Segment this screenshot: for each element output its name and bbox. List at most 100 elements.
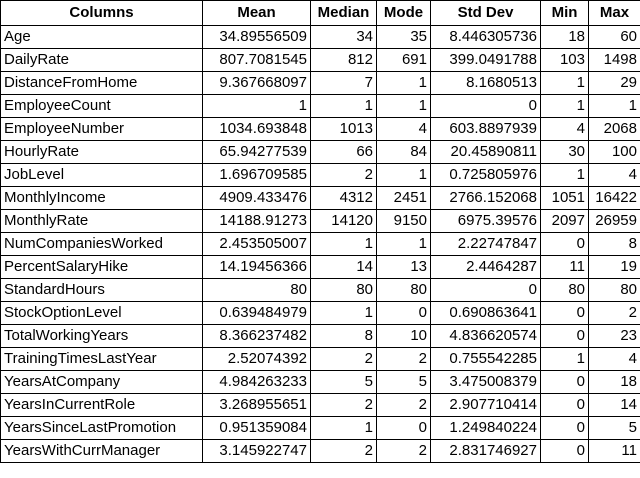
cell-column-name[interactable]: DistanceFromHome [0, 71, 203, 95]
cell-mean[interactable]: 80 [202, 278, 311, 302]
cell-min[interactable]: 0 [540, 416, 589, 440]
cell-min[interactable]: 4 [540, 117, 589, 141]
cell-min[interactable]: 1 [540, 163, 589, 187]
cell-column-name[interactable]: YearsAtCompany [0, 370, 203, 394]
cell-mode[interactable]: 84 [376, 140, 431, 164]
cell-mean[interactable]: 0.951359084 [202, 416, 311, 440]
cell-mean[interactable]: 9.367668097 [202, 71, 311, 95]
cell-max[interactable]: 4 [588, 347, 640, 371]
cell-column-name[interactable]: YearsInCurrentRole [0, 393, 203, 417]
cell-mean[interactable]: 34.89556509 [202, 25, 311, 49]
cell-mode[interactable]: 0 [376, 416, 431, 440]
cell-min[interactable]: 0 [540, 324, 589, 348]
cell-min[interactable]: 0 [540, 370, 589, 394]
cell-median[interactable]: 66 [310, 140, 377, 164]
cell-mean[interactable]: 2.453505007 [202, 232, 311, 256]
cell-median[interactable]: 812 [310, 48, 377, 72]
cell-median[interactable]: 2 [310, 163, 377, 187]
cell-median[interactable]: 5 [310, 370, 377, 394]
cell-column-name[interactable]: NumCompaniesWorked [0, 232, 203, 256]
cell-std-dev[interactable]: 0.690863641 [430, 301, 541, 325]
cell-std-dev[interactable]: 3.475008379 [430, 370, 541, 394]
cell-column-name[interactable]: PercentSalaryHike [0, 255, 203, 279]
cell-min[interactable]: 80 [540, 278, 589, 302]
cell-column-name[interactable]: YearsWithCurrManager [0, 439, 203, 463]
cell-column-name[interactable]: EmployeeNumber [0, 117, 203, 141]
cell-median[interactable]: 80 [310, 278, 377, 302]
cell-column-name[interactable]: JobLevel [0, 163, 203, 187]
cell-min[interactable]: 2097 [540, 209, 589, 233]
cell-mean[interactable]: 4.984263233 [202, 370, 311, 394]
cell-min[interactable]: 18 [540, 25, 589, 49]
cell-median[interactable]: 7 [310, 71, 377, 95]
cell-mode[interactable]: 1 [376, 163, 431, 187]
cell-max[interactable]: 19 [588, 255, 640, 279]
cell-column-name[interactable]: StockOptionLevel [0, 301, 203, 325]
cell-max[interactable]: 29 [588, 71, 640, 95]
cell-std-dev[interactable]: 8.1680513 [430, 71, 541, 95]
cell-max[interactable]: 60 [588, 25, 640, 49]
cell-min[interactable]: 0 [540, 301, 589, 325]
cell-median[interactable]: 14 [310, 255, 377, 279]
cell-mean[interactable]: 8.366237482 [202, 324, 311, 348]
cell-min[interactable]: 1051 [540, 186, 589, 210]
cell-mode[interactable]: 9150 [376, 209, 431, 233]
cell-max[interactable]: 80 [588, 278, 640, 302]
cell-std-dev[interactable]: 399.0491788 [430, 48, 541, 72]
cell-mean[interactable]: 2.52074392 [202, 347, 311, 371]
cell-median[interactable]: 1 [310, 416, 377, 440]
cell-median[interactable]: 2 [310, 347, 377, 371]
cell-mean[interactable]: 3.268955651 [202, 393, 311, 417]
cell-min[interactable]: 103 [540, 48, 589, 72]
cell-mode[interactable]: 2451 [376, 186, 431, 210]
cell-max[interactable]: 1498 [588, 48, 640, 72]
cell-column-name[interactable]: MonthlyIncome [0, 186, 203, 210]
cell-mean[interactable]: 807.7081545 [202, 48, 311, 72]
cell-median[interactable]: 14120 [310, 209, 377, 233]
cell-std-dev[interactable]: 1.249840224 [430, 416, 541, 440]
cell-std-dev[interactable]: 2.22747847 [430, 232, 541, 256]
cell-mean[interactable]: 0.639484979 [202, 301, 311, 325]
cell-std-dev[interactable]: 4.836620574 [430, 324, 541, 348]
cell-mean[interactable]: 14188.91273 [202, 209, 311, 233]
cell-max[interactable]: 100 [588, 140, 640, 164]
cell-median[interactable]: 2 [310, 439, 377, 463]
cell-mode[interactable]: 10 [376, 324, 431, 348]
cell-column-name[interactable]: Age [0, 25, 203, 49]
cell-min[interactable]: 1 [540, 94, 589, 118]
cell-mean[interactable]: 1.696709585 [202, 163, 311, 187]
cell-max[interactable]: 4 [588, 163, 640, 187]
cell-column-name[interactable]: DailyRate [0, 48, 203, 72]
cell-mode[interactable]: 2 [376, 347, 431, 371]
cell-mode[interactable]: 4 [376, 117, 431, 141]
cell-std-dev[interactable]: 0.725805976 [430, 163, 541, 187]
cell-median[interactable]: 1 [310, 301, 377, 325]
cell-max[interactable]: 2068 [588, 117, 640, 141]
cell-median[interactable]: 1013 [310, 117, 377, 141]
cell-median[interactable]: 2 [310, 393, 377, 417]
cell-median[interactable]: 1 [310, 94, 377, 118]
cell-column-name[interactable]: TotalWorkingYears [0, 324, 203, 348]
cell-min[interactable]: 1 [540, 71, 589, 95]
cell-mean[interactable]: 4909.433476 [202, 186, 311, 210]
cell-median[interactable]: 8 [310, 324, 377, 348]
cell-std-dev[interactable]: 0 [430, 278, 541, 302]
cell-mean[interactable]: 1034.693848 [202, 117, 311, 141]
cell-mode[interactable]: 1 [376, 94, 431, 118]
cell-max[interactable]: 23 [588, 324, 640, 348]
cell-max[interactable]: 26959 [588, 209, 640, 233]
cell-median[interactable]: 1 [310, 232, 377, 256]
cell-median[interactable]: 4312 [310, 186, 377, 210]
cell-mean[interactable]: 3.145922747 [202, 439, 311, 463]
cell-std-dev[interactable]: 6975.39576 [430, 209, 541, 233]
cell-mode[interactable]: 691 [376, 48, 431, 72]
cell-max[interactable]: 18 [588, 370, 640, 394]
cell-min[interactable]: 0 [540, 439, 589, 463]
cell-std-dev[interactable]: 20.45890811 [430, 140, 541, 164]
cell-column-name[interactable]: HourlyRate [0, 140, 203, 164]
cell-max[interactable]: 8 [588, 232, 640, 256]
cell-mean[interactable]: 65.94277539 [202, 140, 311, 164]
cell-mode[interactable]: 1 [376, 232, 431, 256]
cell-std-dev[interactable]: 2766.152068 [430, 186, 541, 210]
cell-max[interactable]: 1 [588, 94, 640, 118]
